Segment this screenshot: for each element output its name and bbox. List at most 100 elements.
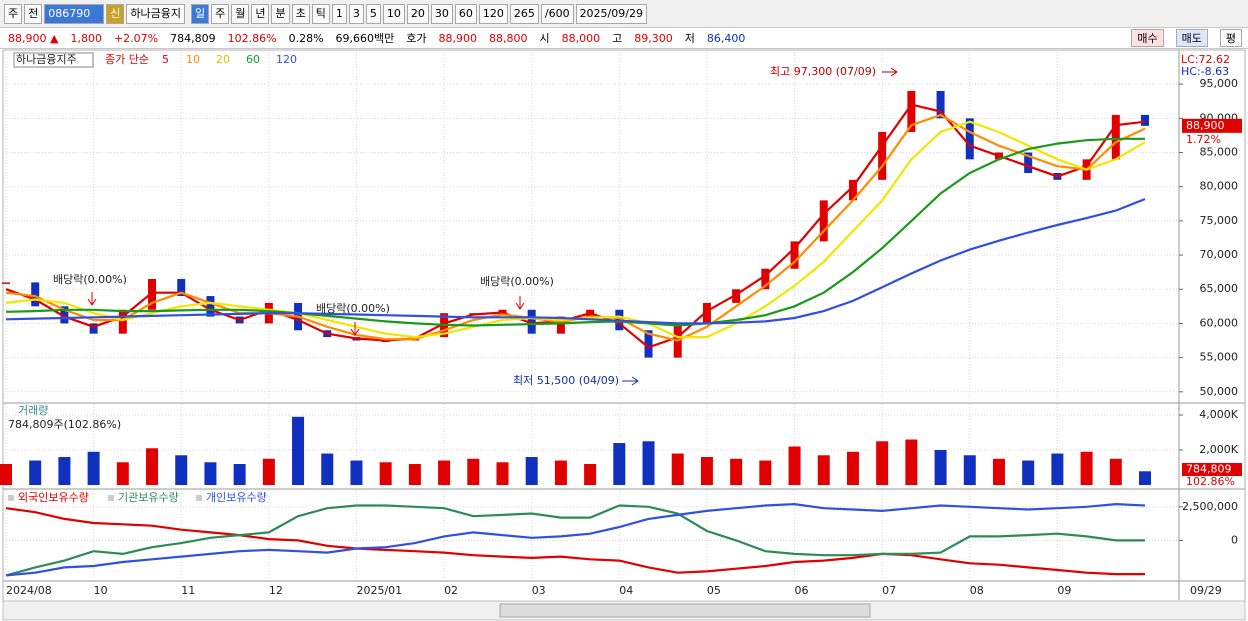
arrow: [350, 322, 360, 336]
order-button[interactable]: 매도: [1175, 29, 1208, 47]
volume-bar: [759, 460, 772, 486]
volume-bar: [1080, 451, 1093, 486]
frame: [2, 49, 1246, 602]
toolbar-item[interactable]: 265: [509, 3, 539, 24]
candle: [1024, 152, 1033, 174]
candle: [644, 330, 653, 358]
volume-bar: [262, 458, 275, 486]
toolbar-item[interactable]: 월: [231, 3, 250, 24]
x-tick-label: 11: [181, 584, 195, 597]
volume-bar: [700, 457, 713, 486]
quote-field[interactable]: 88,900: [438, 31, 478, 45]
y-tick-label: 60,000: [1200, 316, 1239, 329]
toolbar-item[interactable]: 신: [106, 3, 125, 24]
quote-field[interactable]: 1,800: [70, 31, 102, 45]
toolbar-item[interactable]: 086790: [44, 3, 105, 24]
candle: [2, 282, 10, 284]
toolbar-item[interactable]: 분: [271, 3, 290, 24]
ma-line: [5, 103, 1146, 349]
quote-field[interactable]: 0.28%: [288, 31, 324, 45]
legend-entry: 120: [276, 53, 297, 66]
ma-line: [5, 197, 1146, 325]
scroll-thumb[interactable]: [499, 603, 871, 618]
toolbar-item[interactable]: 2025/09/29: [575, 3, 647, 24]
toolbar-item[interactable]: 일: [190, 3, 210, 24]
volume-bar: [846, 451, 859, 486]
volume-bar: [379, 462, 392, 486]
quote-field[interactable]: 88,800: [489, 31, 528, 45]
quote-field[interactable]: 저: [684, 32, 695, 45]
y-tick-label: 55,000: [1200, 351, 1239, 364]
candle: [1141, 114, 1149, 126]
toolbar-item[interactable]: 60: [454, 3, 477, 24]
plot: 50,000 55,000 60,000 65,000 70,000 75,000 80,0…: [0, 52, 1242, 597]
last-volume-label: 784,809: [1186, 463, 1232, 476]
y-tick-label: 70,000: [1200, 248, 1239, 261]
candle: [790, 241, 799, 269]
y-tick-label: 75,000: [1200, 214, 1239, 227]
order-button[interactable]: 매수: [1131, 29, 1164, 47]
candle: [118, 309, 127, 334]
toolbar-item[interactable]: 120: [478, 3, 508, 24]
candle: [556, 316, 565, 334]
toolbar-item[interactable]: 전: [24, 3, 43, 24]
toolbar-item[interactable]: /600: [540, 3, 574, 24]
quote-field[interactable]: +2.07%: [113, 31, 159, 45]
chart-title: 하나금융지주: [16, 52, 77, 66]
y-tick-label: 65,000: [1200, 282, 1239, 295]
y-tick-label: 2,500,000: [1182, 500, 1238, 513]
quote-field[interactable]: 호가: [406, 32, 427, 45]
y-tick-label: 85,000: [1200, 146, 1239, 159]
volume-bar: [1139, 471, 1151, 486]
volume-bar: [788, 446, 801, 486]
quote-field[interactable]: 69,660백만: [335, 32, 395, 45]
toolbar-item[interactable]: 년: [251, 3, 270, 24]
quote-field[interactable]: 86,400: [706, 31, 746, 45]
toolbar: 주 전 086790 신 하나금융지 일 주 월 년 분 초 틱 1 3 5 10 20 30 60 120 265/6…: [0, 0, 1248, 28]
quote-field[interactable]: 고: [612, 32, 623, 45]
toolbar-item[interactable]: 하나금융지: [126, 3, 185, 24]
volume-bar: [876, 441, 889, 486]
last-price-box: [1182, 118, 1242, 133]
x-tick-label: 04: [619, 584, 633, 597]
volume-bar: [525, 457, 538, 486]
y-tick-label: 2,000K: [1199, 443, 1238, 456]
volume-bar: [963, 455, 976, 486]
annotation: 최저 51,500 (04/09): [513, 374, 619, 387]
x-tick-label: 07: [882, 584, 896, 597]
quote-field[interactable]: 88,900 ▲: [8, 31, 59, 45]
candle: [31, 282, 40, 307]
toolbar-item[interactable]: 초: [291, 3, 310, 24]
toolbar-item[interactable]: 5: [365, 3, 381, 24]
ratio-label: 102.86%: [1186, 475, 1235, 488]
toolbar-item[interactable]: 주: [4, 3, 23, 24]
toolbar-item[interactable]: 1: [331, 3, 347, 24]
volume-bar: [233, 464, 246, 486]
legend-swatch: [196, 495, 202, 501]
toolbar-item[interactable]: 3: [348, 3, 364, 24]
toolbar-item[interactable]: 30: [430, 3, 453, 24]
order-button[interactable]: 평: [1219, 29, 1242, 47]
quote-field[interactable]: 89,300: [634, 31, 673, 45]
toolbar-item[interactable]: 20: [406, 3, 429, 24]
volume-bar: [613, 443, 626, 486]
volume-bar: [58, 457, 71, 486]
quote-field[interactable]: 102.86%: [227, 31, 277, 45]
quote-field[interactable]: 784,809: [170, 31, 216, 45]
y-tick-label: 4,000K: [1199, 408, 1238, 421]
quote-field[interactable]: 시: [539, 32, 550, 45]
lc-label: LC:72.62: [1181, 53, 1230, 66]
toolbar-item[interactable]: 틱: [311, 3, 330, 24]
toolbar-item[interactable]: 10: [382, 3, 405, 24]
legend-swatch: [8, 495, 14, 501]
y-tick-label: 0: [1231, 533, 1238, 546]
volume-bar: [204, 462, 217, 486]
volume-bar: [116, 462, 129, 486]
volume-bar: [438, 460, 451, 486]
quote-field[interactable]: 88,000: [561, 31, 601, 45]
toolbar-item[interactable]: 주: [211, 3, 230, 24]
x-tick-label: 10: [94, 584, 108, 597]
legend-entry: 20: [216, 53, 230, 66]
volume-bar: [992, 458, 1005, 486]
